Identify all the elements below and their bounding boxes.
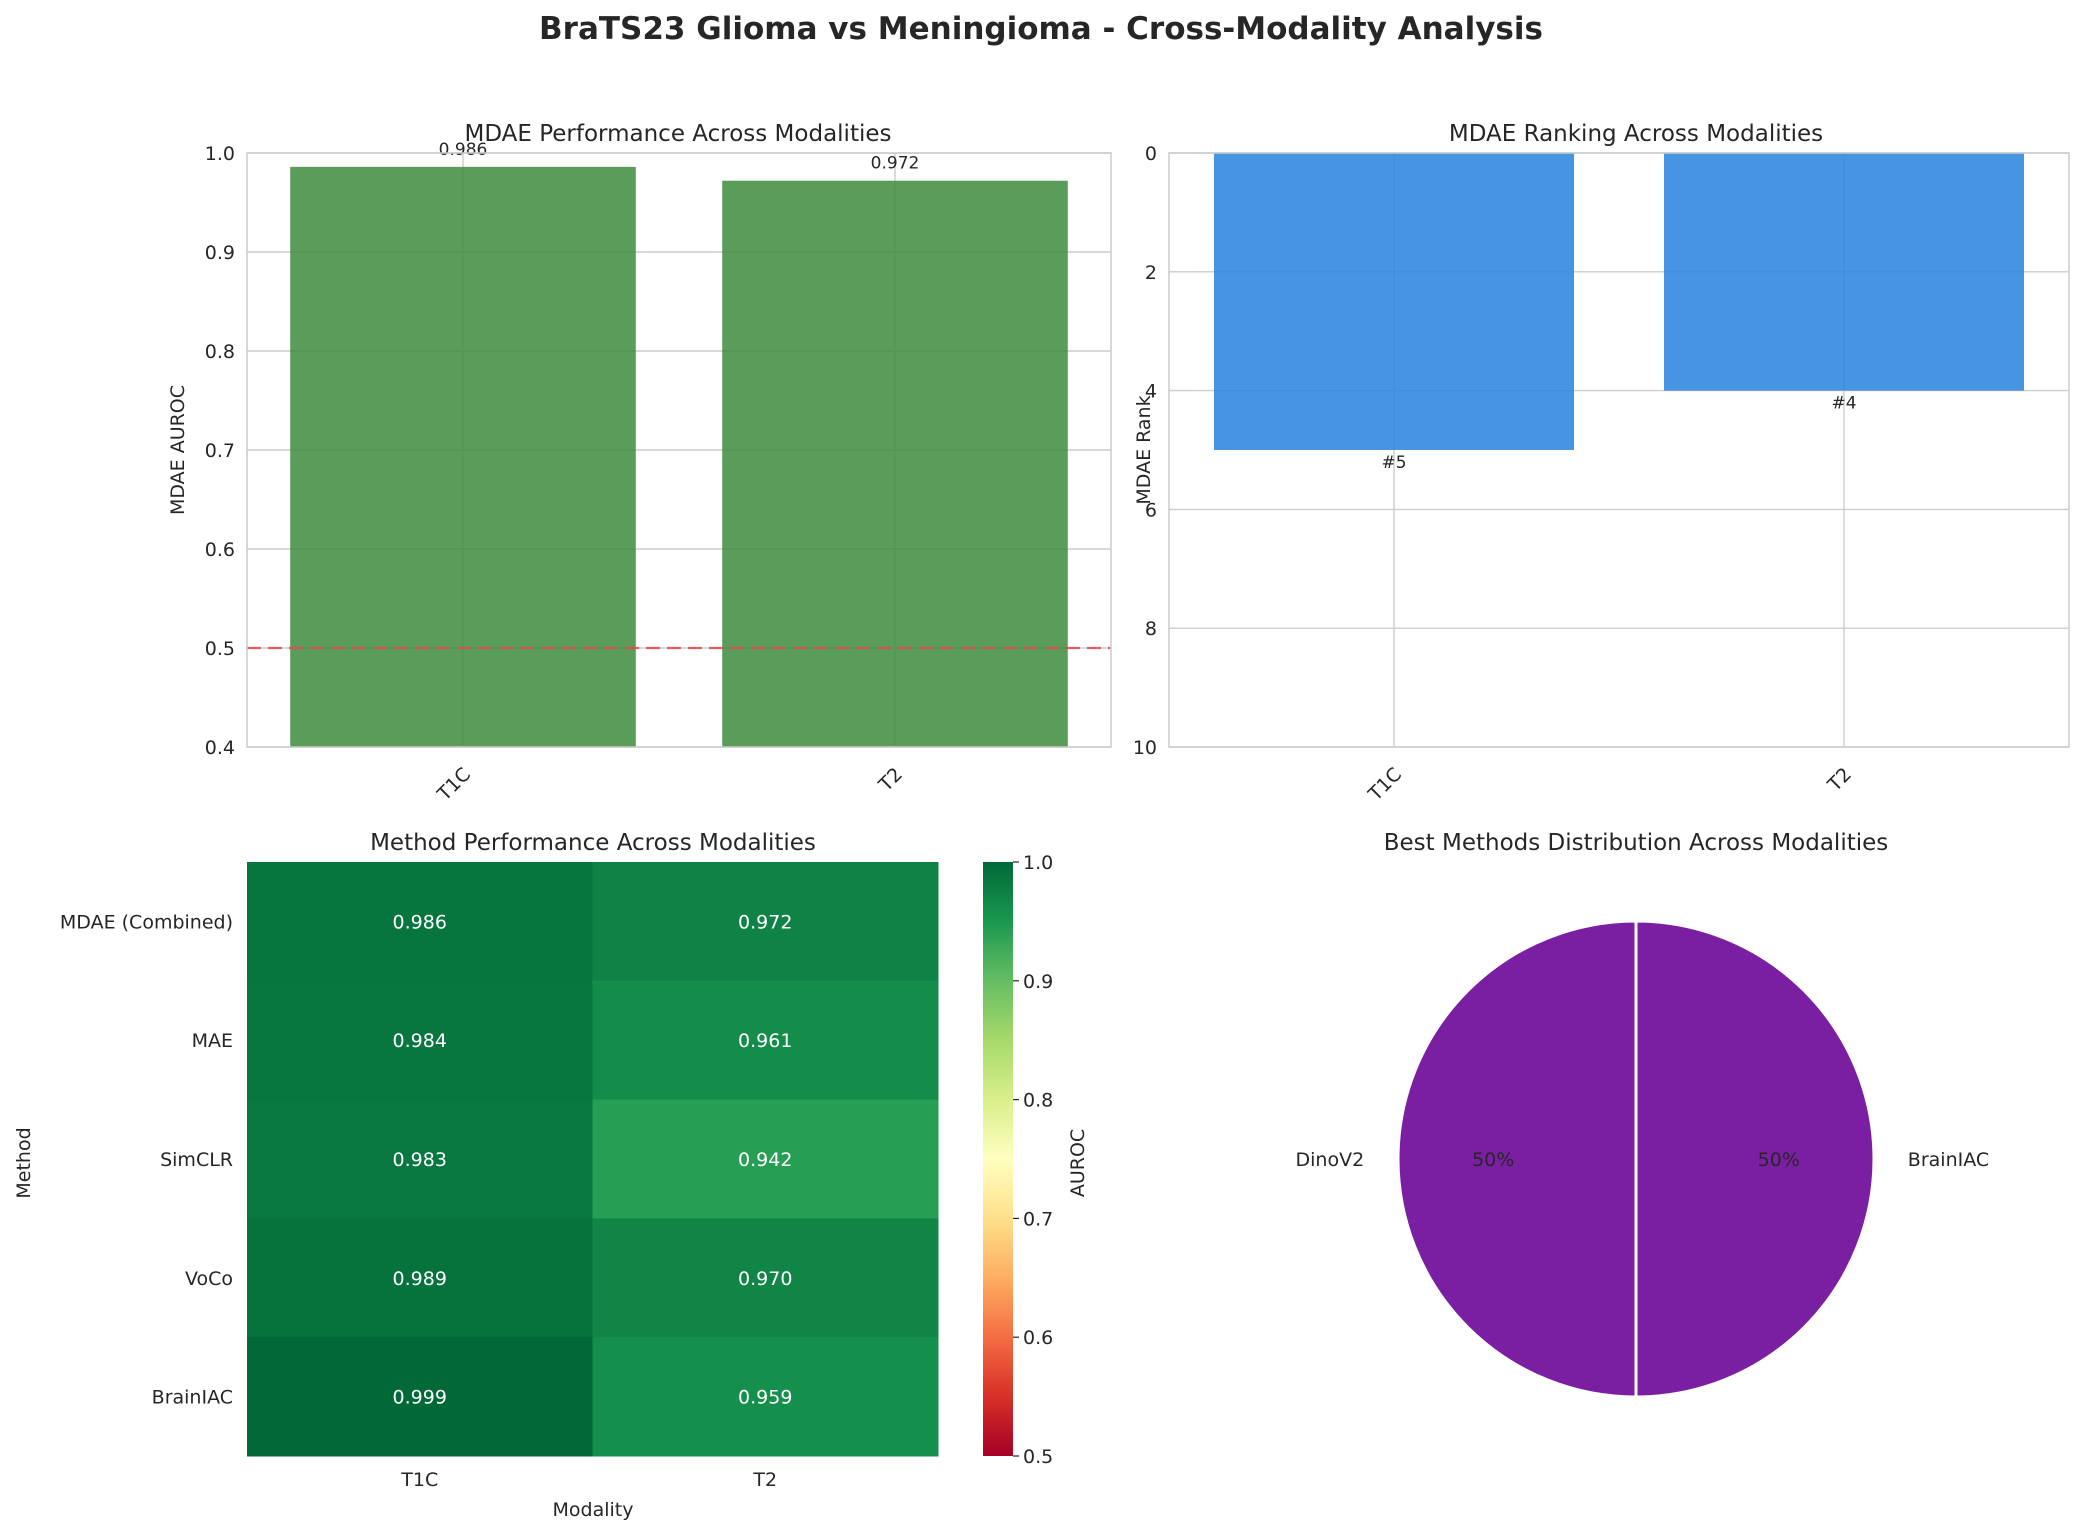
colorbar-tick-label: 1.0 (1023, 852, 1053, 874)
pie-slice (1634, 919, 1876, 1399)
bar (1664, 153, 2024, 391)
heatmap-cell (592, 1218, 939, 1338)
heatmap-cell (247, 862, 593, 982)
heatmap-cell-value: 0.959 (738, 1387, 792, 1409)
colorbar-tick-label: 0.6 (1023, 1327, 1053, 1349)
y-tick-label: 4 (1145, 381, 1157, 403)
heatmap-cell-value: 0.983 (393, 1149, 447, 1171)
colorbar-tick-label: 0.9 (1023, 971, 1053, 993)
y-tick-label: 2 (1145, 262, 1157, 284)
colorbar-label: AUROC (1067, 1129, 1089, 1197)
heatmap-cell-value: 0.999 (393, 1387, 447, 1409)
heatmap-title: Method Performance Across Modalities (370, 830, 816, 856)
mdae-ranking-title: MDAE Ranking Across Modalities (1449, 121, 1823, 147)
y-tick-label: 0.7 (205, 440, 235, 462)
y-tick-label: 10 (1133, 737, 1157, 759)
pie-slice-label: DinoV2 (1296, 1149, 1365, 1171)
y-tick-label: 6 (1145, 499, 1157, 521)
heatmap-cell-value: 0.961 (738, 1030, 792, 1052)
colorbar (983, 862, 1013, 1456)
bar (290, 166, 636, 748)
heatmap-cell-value: 0.970 (738, 1268, 792, 1290)
mdae-ranking-ylabel: MDAE Rank (1133, 395, 1155, 504)
heatmap-cell-value: 0.986 (393, 911, 447, 933)
heatmap-cell (592, 862, 939, 982)
heatmap-cell-value: 0.942 (738, 1149, 792, 1171)
axes-frame (1168, 152, 2070, 748)
heatmap-ylabel: Method (13, 1127, 35, 1198)
bar (1214, 153, 1574, 450)
y-tick-label: 0 (1145, 143, 1157, 165)
heatmap-column-label: T1C (400, 1469, 438, 1491)
heatmap-cell (247, 1337, 593, 1457)
heatmap-cell (592, 1099, 939, 1219)
heatmap-cell (592, 1337, 939, 1457)
heatmap-cell (247, 1218, 593, 1338)
best-methods-pie: Best Methods Distribution Across Modalit… (1296, 830, 1989, 1399)
colorbar-tick-label: 0.7 (1023, 1208, 1053, 1230)
heatmap-row-label: VoCo (185, 1268, 233, 1290)
mdae-performance-title: MDAE Performance Across Modalities (465, 121, 892, 147)
pie-percent-label: 50% (1758, 1149, 1800, 1171)
mdae-performance-chart: MDAE Performance Across Modalities MDAE … (167, 121, 1112, 806)
heatmap-cell (247, 1099, 593, 1219)
y-tick-label: 1.0 (205, 143, 235, 165)
heatmap-row-label: MAE (192, 1030, 233, 1052)
y-tick-label: 0.8 (205, 341, 235, 363)
heatmap-cell-value: 0.984 (393, 1030, 447, 1052)
y-tick-label: 0.6 (205, 539, 235, 561)
y-tick-label: 0.9 (205, 242, 235, 264)
bar-rank-label: #5 (1381, 453, 1406, 473)
colorbar-tick-label: 0.8 (1023, 1090, 1053, 1112)
bar (722, 180, 1068, 748)
bar-value-label: 0.986 (439, 140, 488, 160)
mdae-ranking-chart: MDAE Ranking Across Modalities MDAE Rank… (1133, 121, 2070, 806)
y-tick-label: 8 (1145, 618, 1157, 640)
pie-title: Best Methods Distribution Across Modalit… (1384, 830, 1889, 856)
method-performance-heatmap: Method Performance Across Modalities Mod… (13, 830, 1089, 1521)
bar-rank-label: #4 (1831, 394, 1856, 414)
pie-percent-label: 50% (1472, 1149, 1514, 1171)
mdae-performance-ylabel: MDAE AUROC (167, 385, 189, 515)
heatmap-column-label: T2 (752, 1469, 777, 1491)
heatmap-xlabel: Modality (553, 1499, 634, 1521)
heatmap-cell (592, 980, 939, 1101)
pie-slice-label: BrainIAC (1908, 1149, 1989, 1171)
heatmap-cell (247, 980, 593, 1101)
figure-suptitle: BraTS23 Glioma vs Meningioma - Cross-Mod… (539, 11, 1543, 47)
heatmap-cell-value: 0.972 (738, 911, 792, 933)
heatmap-row-label: MDAE (Combined) (60, 911, 233, 933)
y-tick-label: 0.5 (205, 638, 235, 660)
heatmap-cell-value: 0.989 (393, 1268, 447, 1290)
bar-value-label: 0.972 (871, 154, 920, 174)
y-tick-label: 0.4 (205, 737, 235, 759)
axes-frame (246, 152, 1112, 748)
heatmap-row-label: SimCLR (160, 1149, 233, 1171)
colorbar-tick-label: 0.5 (1023, 1446, 1053, 1468)
pie-slice (1396, 919, 1638, 1399)
heatmap-row-label: BrainIAC (152, 1387, 233, 1409)
